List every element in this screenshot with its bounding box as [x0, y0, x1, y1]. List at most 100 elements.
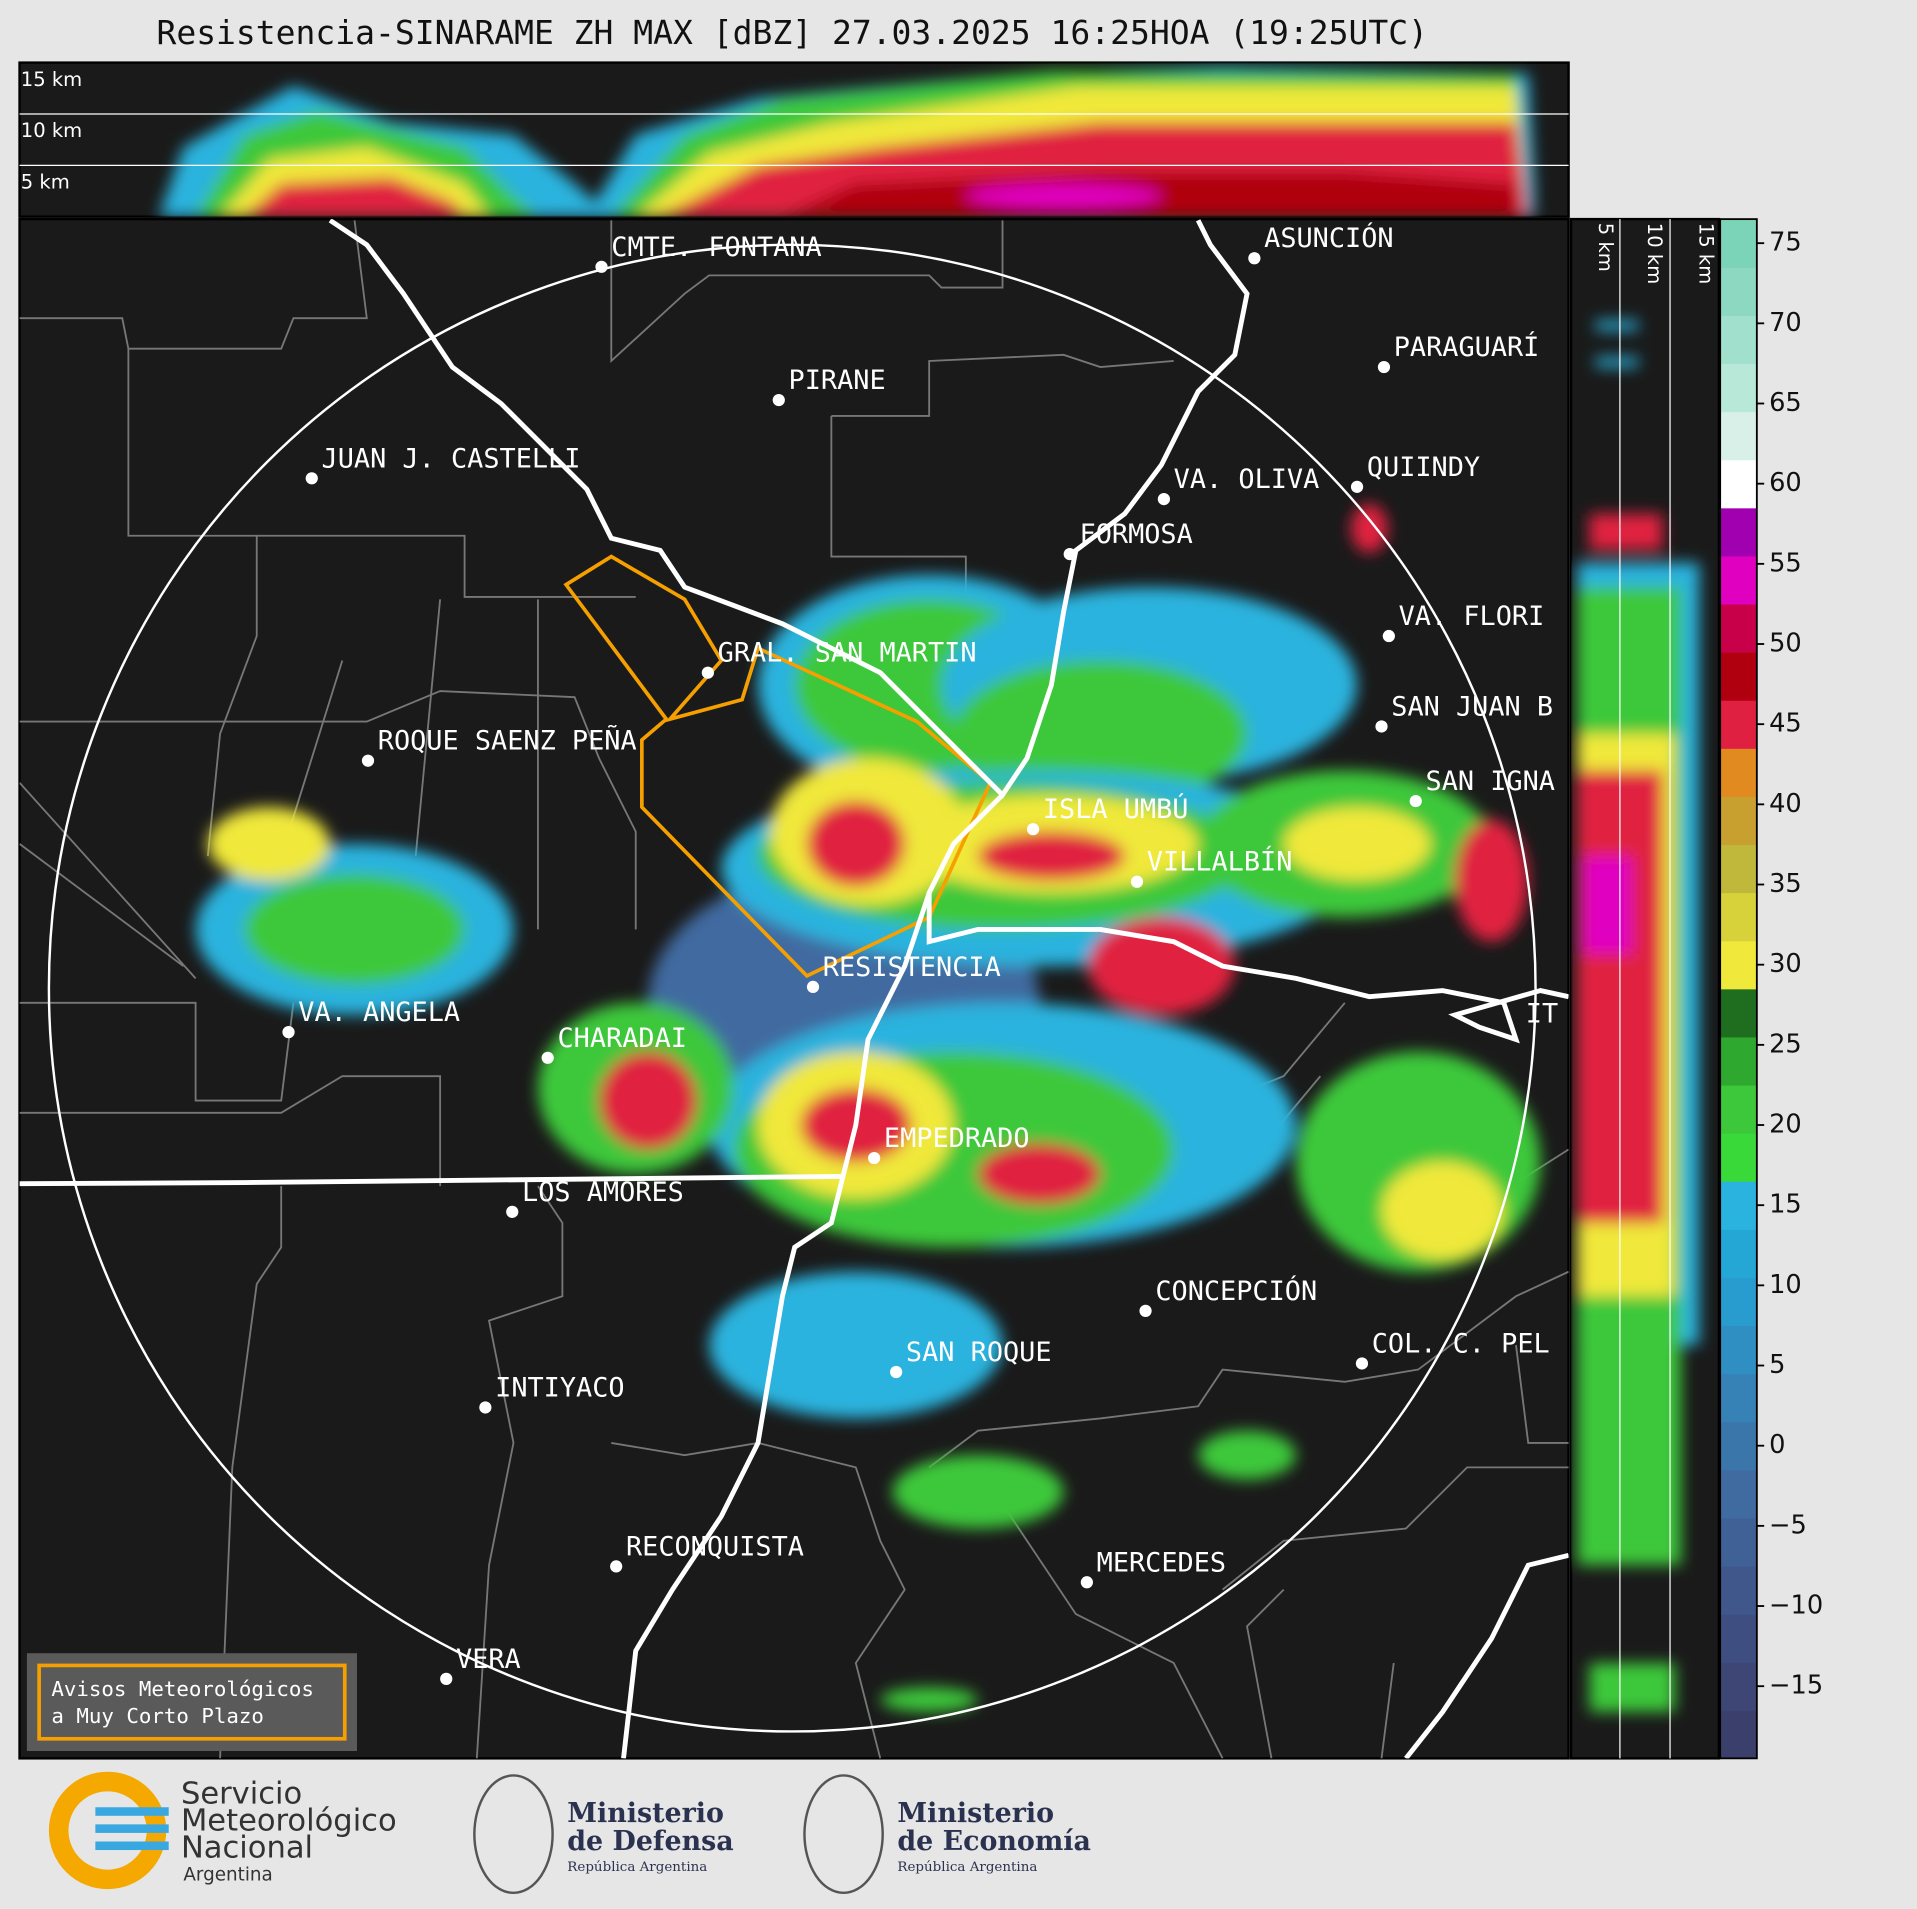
city-label: SAN IGNA	[1426, 766, 1555, 797]
city-label: INTIYACO	[495, 1372, 624, 1403]
city-dot	[506, 1205, 519, 1218]
city-label: LOS AMORES	[522, 1177, 684, 1208]
city-dot	[1382, 629, 1395, 643]
city-label: RESISTENCIA	[823, 952, 1001, 983]
city-label: IT	[1526, 998, 1558, 1029]
colorbar-band	[1720, 507, 1757, 557]
logos: Servicio Meteorológico Nacional Argentin…	[48, 1771, 1091, 1895]
city-label: VILLALBÍN	[1147, 846, 1293, 878]
colorbar-band	[1720, 796, 1757, 846]
colorbar-tick-label: −15	[1769, 1671, 1823, 1701]
colorbar-tick-label: 45	[1769, 709, 1802, 739]
city-dot	[701, 666, 714, 679]
city-label: MERCEDES	[1097, 1547, 1226, 1578]
colorbar-tick-label: 60	[1769, 468, 1802, 498]
logo-text: Ministerio	[897, 1798, 1054, 1829]
colorbar-band	[1720, 1277, 1757, 1327]
city-label: SAN ROQUE	[906, 1337, 1052, 1368]
colorbar-band	[1720, 1421, 1757, 1471]
logo-text: República Argentina	[567, 1860, 707, 1875]
colorbar-tick-label: 20	[1769, 1110, 1802, 1140]
colorbar-tick-label: 70	[1769, 308, 1802, 338]
colorbar-tick-label: 30	[1769, 949, 1802, 979]
city-label: JUAN J. CASTELLI	[322, 443, 581, 474]
city-dot	[282, 1026, 295, 1039]
city-label: PARAGUARÍ	[1394, 331, 1540, 363]
city-label: RECONQUISTA	[626, 1531, 804, 1562]
colorbar-band	[1720, 411, 1757, 461]
range-ring	[47, 243, 1537, 1733]
colorbar-tick-label: −10	[1769, 1591, 1823, 1621]
colorbar-band	[1720, 748, 1757, 797]
colorbar-band	[1720, 555, 1757, 605]
colorbar-tick-label: 75	[1769, 228, 1802, 258]
height-label: 10 km	[21, 119, 82, 142]
city-label: QUIINDY	[1367, 452, 1480, 483]
title: Resistencia-SINARAME ZH MAX [dBZ] 27.03.…	[156, 13, 1428, 52]
height-label: 5 km	[21, 171, 70, 194]
logo-text: Meteorológico	[181, 1803, 397, 1838]
colorbar-band	[1720, 1181, 1757, 1230]
logo-text: Servicio	[181, 1777, 302, 1812]
city-dot	[772, 393, 785, 407]
colorbar-tick-label: 40	[1769, 789, 1802, 819]
colorbar-band	[1720, 844, 1757, 894]
city-label: COL. C. PEL	[1372, 1328, 1550, 1359]
city-dot	[1080, 1576, 1093, 1589]
warning-legend: Avisos Meteorológicos a Muy Corto Plazo	[26, 1653, 357, 1752]
city-label: CHARADAI	[557, 1023, 686, 1054]
city-label: ROQUE SAENZ PEÑA	[378, 725, 637, 757]
colorbar-band	[1720, 459, 1757, 509]
city-dot	[1355, 1357, 1369, 1370]
city-dot	[305, 472, 318, 485]
city-label: CONCEPCIÓN	[1155, 1275, 1317, 1307]
colorbar-band	[1720, 652, 1757, 701]
colorbar-band	[1720, 1373, 1757, 1423]
logo-text: República Argentina	[897, 1860, 1037, 1875]
side-cross-section: 5 km 10 km 15 km	[1569, 217, 1721, 1760]
city-dot	[479, 1401, 492, 1414]
colorbar-band	[1720, 1036, 1757, 1086]
colorbar-band	[1720, 1469, 1757, 1519]
city-label: VERA	[456, 1644, 521, 1675]
coat-of-arms	[473, 1774, 554, 1895]
city-dot	[541, 1051, 554, 1064]
city-dot	[440, 1672, 453, 1685]
colorbar-tick-label: 15	[1769, 1190, 1802, 1220]
colorbar-tick-label: 25	[1769, 1029, 1802, 1059]
logo-text: de Economía	[897, 1826, 1091, 1857]
city-dot	[1063, 547, 1076, 561]
city-label: EMPEDRADO	[884, 1123, 1030, 1154]
warning-text: Avisos Meteorológicos	[51, 1677, 314, 1701]
city-dot	[1377, 360, 1391, 374]
logo-text: Ministerio	[567, 1798, 724, 1829]
colorbar-band	[1720, 219, 1757, 268]
logo-text: Nacional	[181, 1830, 313, 1865]
logo-text: de Defensa	[567, 1826, 733, 1857]
city-dot	[806, 980, 820, 994]
city-dot	[1130, 875, 1144, 888]
map-panel: CMTE. FONTANA ASUNCIÓN PARAGUARÍ PIRANE JUAN…	[18, 217, 1570, 1760]
colorbar-band	[1720, 1565, 1757, 1615]
city-label: CMTE. FONTANA	[611, 232, 821, 263]
colorbar-band	[1720, 1517, 1757, 1567]
city-dot	[610, 1560, 623, 1573]
city-label: ISLA UMBÚ	[1043, 793, 1189, 825]
logo-text: Argentina	[183, 1865, 272, 1886]
colorbar-tick-label: 0	[1769, 1430, 1785, 1460]
colorbar-tick-label: 5	[1769, 1350, 1785, 1380]
top-cross-section: 15 km 10 km 5 km	[18, 61, 1570, 218]
warning-text: a Muy Corto Plazo	[51, 1704, 264, 1728]
city-label: VA. FLORI	[1399, 601, 1545, 632]
colorbar-band	[1720, 363, 1757, 413]
city-dot	[1139, 1304, 1152, 1317]
city-dot	[1409, 794, 1422, 808]
colorbar-tick-label: −5	[1769, 1510, 1807, 1540]
colorbar-band	[1720, 1614, 1757, 1663]
colorbar-tick-label: 10	[1769, 1270, 1802, 1300]
city-dot	[868, 1151, 881, 1165]
height-label: 15 km	[21, 68, 82, 91]
